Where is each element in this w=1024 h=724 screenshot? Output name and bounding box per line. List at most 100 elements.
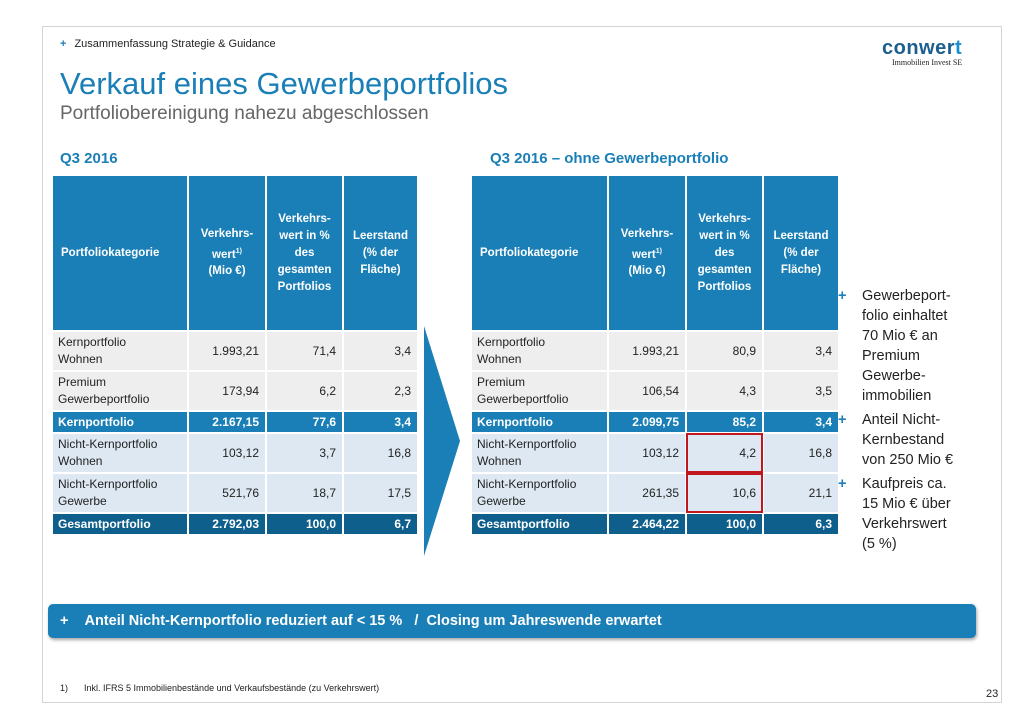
bullet-text: Kaufpreis ca. 15 Mio € über Verkehrswert (5…	[862, 476, 951, 552]
row-percent: 77,6	[265, 410, 344, 434]
row-vacancy: 16,8	[762, 432, 840, 474]
row-percent: 6,2	[265, 370, 344, 412]
row-value: 173,94	[187, 370, 267, 412]
table-row: Kernportfolio Wohnen 1.993,21 80,9 3,4	[470, 330, 840, 372]
row-category: Nicht-Kernportfolio Gewerbe	[51, 472, 189, 514]
bullet-item: + Gewerbeport-folio einhaltet 70 Mio € an…	[838, 286, 988, 406]
row-value: 261,35	[607, 472, 687, 514]
page-number: 23	[986, 688, 999, 700]
row-value: 103,12	[187, 432, 267, 474]
total-row: Gesamtportfolio 2.792,03 100,0 6,7	[51, 512, 419, 536]
table-row: Premium Gewerbeportfolio 106,54 4,3 3,5	[470, 370, 840, 412]
row-value: 521,76	[187, 472, 267, 514]
header-value: Verkehrs-wert1) (Mio €)	[607, 174, 687, 332]
row-percent: 3,7	[265, 432, 344, 474]
row-vacancy: 3,4	[762, 410, 840, 434]
table-header-row: Portfoliokategorie Verkehrs-wert1) (Mio €…	[51, 174, 419, 332]
table-row: Nicht-Kernportfolio Gewerbe 521,76 18,7 1…	[51, 472, 419, 514]
table-row: Kernportfolio Wohnen 1.993,21 71,4 3,4	[51, 330, 419, 372]
plus-icon: +	[838, 288, 847, 304]
breadcrumb-text: Zusammenfassung Strategie & Guidance	[74, 38, 276, 50]
row-percent: 85,2	[685, 410, 764, 434]
row-vacancy: 6,3	[762, 512, 840, 536]
header-category: Portfoliokategorie	[51, 174, 189, 332]
bullet-item: + Anteil Nicht- Kernbestand von 250 Mio €	[838, 410, 988, 470]
row-category: Nicht-Kernportfolio Wohnen	[470, 432, 609, 474]
page-subtitle: Portfoliobereinigung nahezu abgeschlosse…	[60, 103, 429, 124]
conwert-logo: conwert Immobilien Invest SE	[882, 38, 962, 67]
row-vacancy: 2,3	[342, 370, 419, 412]
row-value: 103,12	[607, 432, 687, 474]
row-category: Kernportfolio	[51, 410, 189, 434]
header-vacancy: Leerstand (% der Fläche)	[762, 174, 840, 332]
bullet-text: Anteil Nicht- Kernbestand von 250 Mio €	[862, 412, 954, 468]
footnote-number: 1)	[60, 683, 69, 693]
row-vacancy: 3,4	[762, 330, 840, 372]
plus-icon: +	[60, 38, 67, 50]
header-value: Verkehrs-wert1) (Mio €)	[187, 174, 267, 332]
row-value: 2.792,03	[187, 512, 267, 536]
table-row: Nicht-Kernportfolio Gewerbe 261,35 10,6 2…	[470, 472, 840, 514]
page-title: Verkauf eines Gewerbeportfolios	[60, 66, 509, 101]
key-points: + Gewerbeport-folio einhaltet 70 Mio € an…	[838, 286, 988, 558]
subtotal-row: Kernportfolio 2.099,75 85,2 3,4	[470, 410, 840, 434]
row-value: 1.993,21	[607, 330, 687, 372]
row-percent: 80,9	[685, 330, 764, 372]
row-value: 2.099,75	[607, 410, 687, 434]
plus-icon: +	[838, 412, 847, 428]
row-category: Premium Gewerbeportfolio	[470, 370, 609, 412]
row-category: Gesamtportfolio	[51, 512, 189, 536]
footnote-text: Inkl. IFRS 5 Immobilienbestände und Verk…	[84, 683, 380, 693]
total-row: Gesamtportfolio 2.464,22 100,0 6,3	[470, 512, 840, 536]
row-vacancy: 16,8	[342, 432, 419, 474]
header-percent: Verkehrs-wert in % des gesamten Portfolios	[265, 174, 344, 332]
row-category: Premium Gewerbeportfolio	[51, 370, 189, 412]
row-vacancy: 17,5	[342, 472, 419, 514]
header-percent: Verkehrs-wert in % des gesamten Portfolios	[685, 174, 764, 332]
highlighted-percent-cell: 10,6	[685, 472, 764, 514]
row-value: 2.464,22	[607, 512, 687, 536]
row-value: 106,54	[607, 370, 687, 412]
row-vacancy: 3,5	[762, 370, 840, 412]
right-table-label: Q3 2016 – ohne Gewerbeportfolio	[490, 150, 729, 167]
logo-accent: t	[955, 37, 963, 59]
summary-banner: + Anteil Nicht-Kernportfolio reduziert a…	[48, 604, 976, 638]
logo-tagline: Immobilien Invest SE	[891, 58, 963, 67]
bullet-text: Gewerbeport-folio einhaltet 70 Mio € an Pr…	[862, 288, 951, 404]
row-category: Nicht-Kernportfolio Wohnen	[51, 432, 189, 474]
row-percent: 71,4	[265, 330, 344, 372]
row-value: 1.993,21	[187, 330, 267, 372]
row-percent: 4,3	[685, 370, 764, 412]
row-percent: 100,0	[265, 512, 344, 536]
row-category: Kernportfolio Wohnen	[51, 330, 189, 372]
logo-wordmark: conwer	[882, 37, 956, 59]
right-portfolio-table: Portfoliokategorie Verkehrs-wert1) (Mio €…	[470, 174, 840, 536]
row-category: Gesamtportfolio	[470, 512, 609, 536]
table-header-row: Portfoliokategorie Verkehrs-wert1) (Mio €…	[470, 174, 840, 332]
row-category: Nicht-Kernportfolio Gewerbe	[470, 472, 609, 514]
plus-icon: +	[60, 613, 69, 629]
table-row: Nicht-Kernportfolio Wohnen 103,12 3,7 16,…	[51, 432, 419, 474]
row-vacancy: 3,4	[342, 330, 419, 372]
header-category: Portfoliokategorie	[470, 174, 609, 332]
highlighted-percent-cell: 4,2	[685, 432, 764, 474]
row-percent: 100,0	[685, 512, 764, 536]
breadcrumb: + Zusammenfassung Strategie & Guidance	[60, 38, 276, 50]
table-row: Nicht-Kernportfolio Wohnen 103,12 4,2 16,…	[470, 432, 840, 474]
row-vacancy: 6,7	[342, 512, 419, 536]
plus-icon: +	[838, 476, 847, 492]
table-row: Premium Gewerbeportfolio 173,94 6,2 2,3	[51, 370, 419, 412]
row-value: 2.167,15	[187, 410, 267, 434]
subtotal-row: Kernportfolio 2.167,15 77,6 3,4	[51, 410, 419, 434]
row-category: Kernportfolio	[470, 410, 609, 434]
left-portfolio-table: Portfoliokategorie Verkehrs-wert1) (Mio €…	[51, 174, 419, 536]
row-category: Kernportfolio Wohnen	[470, 330, 609, 372]
left-table-label: Q3 2016	[60, 150, 118, 167]
row-vacancy: 3,4	[342, 410, 419, 434]
row-vacancy: 21,1	[762, 472, 840, 514]
row-percent: 18,7	[265, 472, 344, 514]
chevron-right-icon	[424, 326, 460, 556]
header-vacancy: Leerstand (% der Fläche)	[342, 174, 419, 332]
banner-text: Anteil Nicht-Kernportfolio reduziert auf…	[84, 613, 662, 629]
footnote: 1) Inkl. IFRS 5 Immobilienbestände und Ve…	[60, 683, 379, 693]
